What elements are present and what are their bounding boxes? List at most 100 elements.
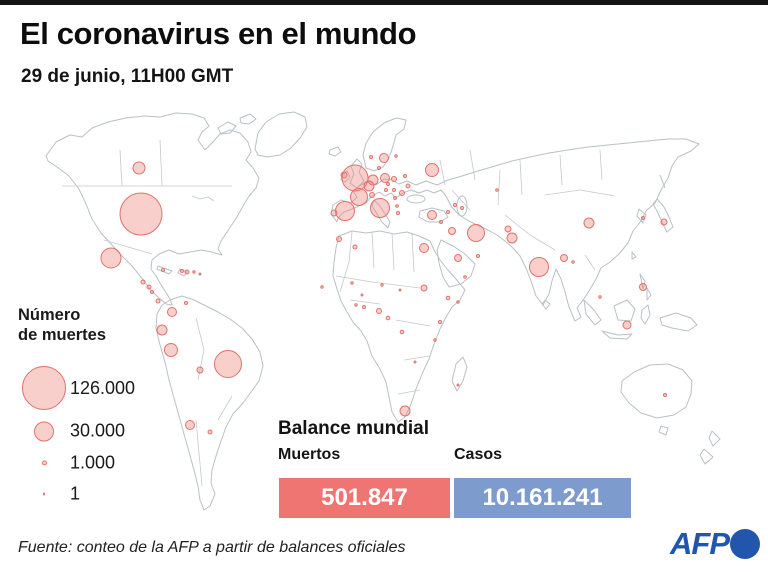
death-bubble-senegal (320, 285, 324, 289)
death-bubbles-layer (100, 153, 668, 435)
death-bubble-venezuela (184, 301, 188, 305)
date-subtitle: 29 de junio, 11H00 GMT (21, 66, 234, 87)
death-bubble-brazil (214, 350, 242, 378)
death-bubble-ghana (362, 305, 366, 309)
page-title: El coronavirus en el mundo (20, 16, 417, 51)
death-bubble-peru (164, 343, 178, 357)
death-bubble-haiti (180, 269, 184, 273)
death-bubble-madagascar (456, 383, 460, 387)
death-bubble-south-africa (399, 405, 411, 417)
death-bubble-switzerland (369, 192, 375, 198)
death-bubble-mali (350, 281, 354, 285)
death-bubble-ecuador (156, 324, 168, 336)
death-bubble-austria (384, 188, 388, 192)
death-bubble-syria (446, 210, 450, 214)
death-bubble-armenia (453, 203, 457, 207)
death-bubble-iraq (448, 227, 456, 235)
death-bubble-sudan (420, 284, 428, 292)
death-bubble-cuba (161, 268, 165, 272)
map-continents (45, 111, 721, 511)
death-bubble-usa (119, 192, 163, 236)
death-bubble-france (350, 188, 368, 206)
death-bubble-myanmar (571, 260, 575, 264)
death-bubble-argentina (207, 429, 213, 435)
death-bubble-algeria (352, 244, 358, 250)
source-text: Fuente: conteo de la AFP a partir de bal… (18, 539, 406, 556)
death-bubble-spain (335, 201, 355, 221)
death-bubble-russia (425, 163, 439, 177)
death-bubble-north-macedonia (395, 204, 399, 208)
death-bubble-mexico (100, 247, 122, 269)
death-bubble-egypt (419, 243, 429, 253)
afp-globe-icon (730, 529, 760, 559)
death-bubble-finland (394, 154, 398, 158)
death-bubble-poland (391, 176, 397, 182)
death-bubble-lebanon-israel (439, 220, 443, 224)
death-bubble-somalia (456, 300, 460, 304)
death-bubble-netherlands (367, 174, 379, 186)
death-bubble-kenya (438, 320, 442, 324)
death-bubble-serbia (393, 196, 397, 200)
deaths-label: Muertos (278, 446, 341, 463)
death-bubble-turkey (427, 210, 437, 220)
death-bubble-pakistan (506, 232, 518, 244)
death-bubble-chile (185, 420, 195, 430)
death-bubble-cameroon (385, 315, 391, 321)
death-bubble-chad (398, 288, 402, 292)
cases-value-bar: 10.161.241 (454, 478, 631, 518)
death-bubble-romania (399, 190, 405, 196)
death-bubble-dr-congo (399, 329, 405, 335)
legend-title-line1: Número (18, 306, 81, 324)
cases-label: Casos (454, 446, 503, 463)
death-bubble-uae (476, 254, 480, 258)
death-bubble-nicaragua (150, 290, 154, 294)
death-bubble-iran (467, 224, 485, 242)
death-bubble-nigeria (376, 308, 382, 314)
death-bubble-honduras (146, 284, 152, 290)
death-bubble-greece (396, 211, 400, 215)
death-bubble-malaysia (598, 295, 602, 299)
afp-logo: AFP (650, 524, 760, 564)
death-bubble-zambia (413, 360, 417, 364)
afp-logo-text: AFP (670, 526, 730, 561)
balance-panel: Balance mundial Muertos Casos 501.847 10… (278, 418, 634, 518)
death-bubble-puerto-rico (192, 270, 196, 274)
death-bubble-saudi-arabia (454, 254, 462, 262)
death-bubble-norway (369, 155, 373, 159)
death-bubble-hungary (392, 188, 396, 192)
death-bubble-sweden (379, 153, 389, 163)
death-bubble-india (529, 257, 549, 277)
map-country-borders (62, 139, 616, 487)
death-bubble-philippines (639, 283, 647, 291)
death-bubble-australia (663, 393, 667, 397)
death-bubble-china (583, 217, 595, 229)
death-bubble-belgium (363, 180, 375, 192)
death-bubble-bolivia (196, 366, 204, 374)
top-bar (0, 0, 768, 5)
death-bubble-denmark (377, 166, 381, 170)
death-bubble-south-korea (641, 216, 645, 220)
death-bubble-small-antilles (198, 272, 202, 276)
death-bubble-morocco (336, 236, 342, 242)
death-bubble-italy (370, 198, 390, 218)
deaths-value-bar: 501.847 (279, 478, 450, 518)
death-bubble-burkina-faso (360, 293, 364, 297)
death-bubble-panama (155, 298, 161, 304)
death-bubble-afghanistan (504, 225, 512, 233)
death-bubble-niger (380, 283, 384, 287)
death-bubble-czechia (386, 182, 390, 186)
legend-title-line2: de muertes (18, 325, 107, 344)
death-bubble-canada (132, 161, 146, 175)
death-bubble-guatemala (140, 279, 146, 285)
death-bubble-indonesia (622, 320, 632, 330)
death-bubble-yemen (463, 275, 467, 279)
death-bubble-kazakhstan (495, 188, 499, 192)
balance-title: Balance mundial (278, 418, 429, 439)
death-bubble-dominican-republic (184, 269, 190, 275)
death-bubble-ukraine (405, 183, 411, 189)
death-bubble-ethiopia (445, 295, 451, 301)
death-bubble-colombia (167, 307, 177, 317)
death-bubble-tanzania (433, 338, 437, 342)
death-bubble-japan (660, 218, 668, 226)
